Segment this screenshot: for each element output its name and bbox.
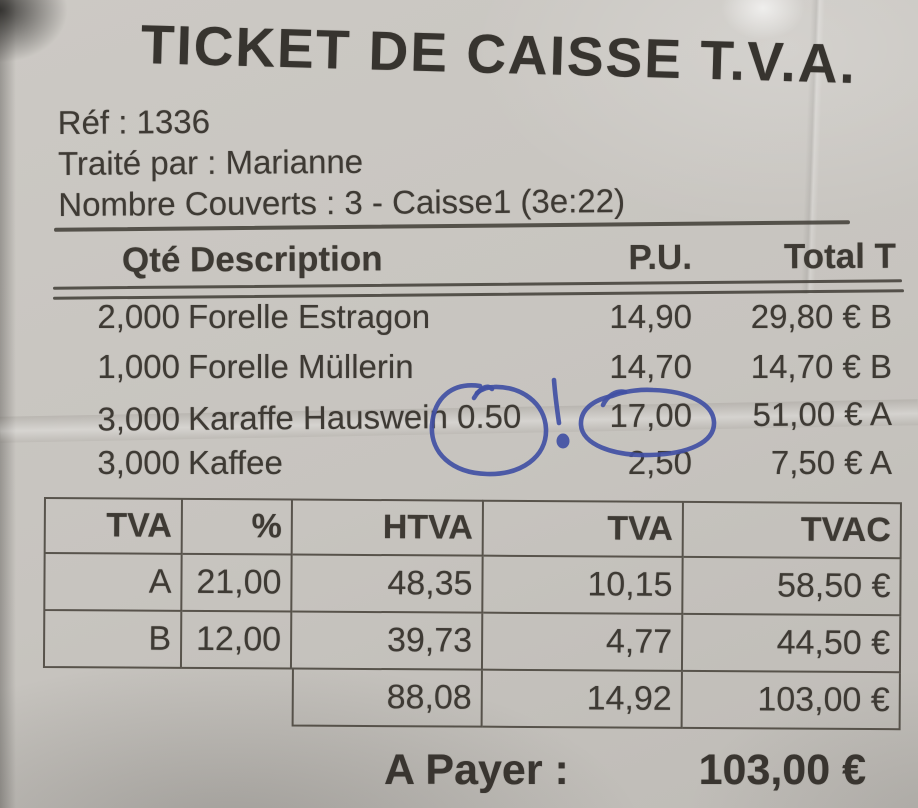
item-description: Karaffe Hauswein 0.50: [187, 397, 522, 437]
item-unit-price: 14,70: [609, 348, 692, 385]
vat-cell-rate: 12,00: [181, 611, 293, 670]
vat-total-tvac: 103,00 €: [682, 671, 901, 731]
pay-label: A Payer :: [384, 746, 569, 794]
items-col-qty: Qté: [121, 240, 181, 280]
double-rule-top: [53, 279, 902, 290]
item-total: 51,00 € A: [752, 394, 893, 433]
vat-cell-rate: 21,00: [182, 554, 293, 613]
vat-cell-tva: 10,15: [483, 556, 684, 615]
receipt-title: TICKET DE CAISSE T.V.A.: [140, 13, 858, 95]
vat-header-code: TVA: [43, 497, 183, 555]
item-row: 2,000 Forelle Estragon 14,90 29,80 € B: [0, 297, 918, 337]
pay-row: A Payer : 103,00 €: [0, 744, 918, 796]
item-unit-price: 17,00: [609, 396, 693, 434]
vat-total-htva: 88,08: [291, 669, 483, 728]
item-row: 1,000 Forelle Müllerin 14,70 14,70 € B: [0, 347, 918, 387]
item-unit-price: 2,50: [627, 444, 692, 481]
vat-empty-cell: [43, 668, 182, 726]
item-qty: 3,000: [97, 444, 180, 481]
vat-cell-code: B: [42, 610, 183, 669]
vat-header-tvac: TVAC: [683, 500, 902, 560]
item-qty: 3,000: [97, 399, 181, 438]
items-col-total: Total T: [783, 236, 897, 277]
vat-cell-tvac: 58,50 €: [683, 557, 902, 617]
vat-table: TVA % HTVA TVA TVAC A 21,00 48,35 10,15 …: [42, 497, 902, 731]
item-description: Kaffee: [188, 444, 283, 481]
item-qty: 2,000: [97, 298, 180, 335]
vat-cell-htva: 48,35: [292, 555, 484, 614]
item-description: Forelle Müllerin: [188, 348, 414, 385]
vat-cell-htva: 39,73: [291, 612, 484, 671]
item-qty: 1,000: [97, 348, 180, 385]
pay-amount: 103,00 €: [698, 746, 866, 794]
covers-line: Nombre Couverts : 3 - Caisse1 (3e:22): [58, 182, 626, 223]
vat-cell-tva: 4,77: [482, 613, 684, 672]
items-col-description: Description: [189, 239, 383, 280]
item-description: Forelle Estragon: [188, 298, 431, 335]
items-col-unit-price: P.U.: [628, 237, 693, 278]
served-by-line: Traité par : Marianne: [57, 142, 364, 182]
vat-header-htva: HTVA: [292, 498, 484, 557]
receipt-info: Réf : 1336 Traité par : Marianne Nombre …: [58, 98, 626, 225]
item-total: 7,50 € A: [770, 444, 892, 481]
item-total: 14,70 € B: [750, 348, 892, 385]
item-unit-price: 14,90: [609, 298, 692, 335]
vat-total-tva: 14,92: [482, 670, 683, 729]
vat-header-rate: %: [182, 497, 293, 556]
vat-empty-cell: [182, 669, 292, 727]
items-header-row: Qté Description P.U. Total T: [0, 236, 918, 281]
item-row: 3,000 Kaffee 2,50 7,50 € A: [0, 443, 918, 483]
vat-cell-tvac: 44,50 €: [682, 614, 902, 674]
ref-line: Réf : 1336: [57, 102, 211, 141]
item-row: 3,000 Karaffe Hauswein 0.50 17,00 51,00 …: [0, 394, 918, 440]
item-total: 29,80 € B: [750, 298, 892, 335]
vat-cell-code: A: [43, 553, 183, 612]
vat-header-tva: TVA: [483, 499, 684, 558]
